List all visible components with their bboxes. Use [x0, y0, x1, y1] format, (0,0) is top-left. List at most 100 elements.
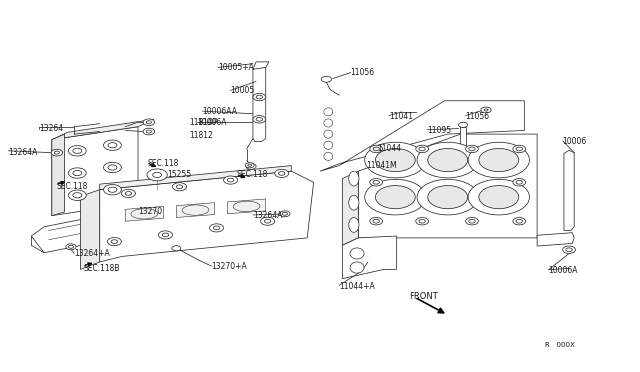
Text: 13264: 13264	[39, 124, 63, 133]
Polygon shape	[253, 65, 266, 141]
Circle shape	[275, 169, 289, 177]
Circle shape	[172, 246, 180, 251]
Circle shape	[468, 142, 529, 178]
Circle shape	[73, 148, 82, 153]
Text: 13264A: 13264A	[253, 211, 282, 220]
Polygon shape	[537, 233, 574, 246]
Circle shape	[280, 211, 290, 217]
Polygon shape	[125, 206, 164, 221]
Text: 10006: 10006	[563, 137, 587, 146]
Circle shape	[373, 147, 380, 151]
Polygon shape	[52, 127, 138, 216]
Circle shape	[68, 190, 86, 201]
Circle shape	[209, 224, 223, 232]
Circle shape	[104, 162, 122, 173]
Text: 10006A: 10006A	[197, 118, 227, 127]
Circle shape	[370, 218, 383, 225]
Circle shape	[143, 128, 155, 135]
Text: 11044: 11044	[378, 144, 402, 153]
Circle shape	[484, 109, 488, 111]
Circle shape	[125, 192, 132, 195]
Circle shape	[513, 218, 525, 225]
Circle shape	[245, 163, 254, 168]
Ellipse shape	[349, 195, 359, 210]
Polygon shape	[176, 203, 214, 218]
Text: 13264+A: 13264+A	[74, 249, 110, 258]
Circle shape	[223, 176, 237, 184]
Ellipse shape	[182, 205, 209, 215]
Text: R   000X: R 000X	[545, 341, 575, 347]
Ellipse shape	[349, 218, 359, 232]
Polygon shape	[342, 236, 397, 279]
Ellipse shape	[324, 141, 333, 149]
Circle shape	[278, 171, 285, 175]
Circle shape	[419, 147, 426, 151]
Circle shape	[104, 140, 122, 150]
Circle shape	[376, 148, 415, 171]
Circle shape	[516, 219, 522, 223]
Circle shape	[468, 219, 475, 223]
Text: 11056: 11056	[351, 68, 375, 77]
Circle shape	[516, 180, 522, 184]
Circle shape	[51, 149, 63, 156]
Ellipse shape	[324, 130, 333, 138]
Ellipse shape	[324, 152, 333, 160]
Text: 15255: 15255	[167, 170, 191, 179]
Text: 10006AA: 10006AA	[202, 108, 237, 116]
Circle shape	[282, 212, 287, 215]
Ellipse shape	[233, 201, 260, 212]
Text: 11044+A: 11044+A	[339, 282, 375, 291]
Circle shape	[466, 145, 478, 153]
Text: FRONT: FRONT	[410, 292, 438, 301]
Polygon shape	[52, 134, 65, 216]
Circle shape	[479, 186, 519, 209]
Text: 10005: 10005	[230, 86, 255, 95]
Circle shape	[108, 142, 117, 148]
Circle shape	[108, 187, 117, 192]
Text: 13270+A: 13270+A	[211, 262, 247, 271]
Circle shape	[370, 145, 383, 153]
Text: 11041M: 11041M	[366, 161, 397, 170]
Circle shape	[68, 245, 74, 248]
Circle shape	[256, 95, 262, 99]
Text: 13270: 13270	[138, 207, 162, 216]
Ellipse shape	[350, 262, 364, 273]
Circle shape	[468, 147, 475, 151]
Circle shape	[256, 118, 262, 121]
Text: 11056: 11056	[466, 112, 490, 121]
Polygon shape	[461, 127, 466, 154]
Circle shape	[468, 179, 529, 215]
Circle shape	[416, 145, 429, 153]
Circle shape	[563, 246, 575, 253]
Circle shape	[373, 180, 380, 184]
Circle shape	[513, 179, 525, 186]
Ellipse shape	[324, 119, 333, 127]
Ellipse shape	[349, 171, 359, 186]
Circle shape	[227, 178, 234, 182]
Text: SEC.118B: SEC.118B	[84, 264, 120, 273]
Circle shape	[173, 183, 186, 191]
Circle shape	[122, 189, 136, 198]
Polygon shape	[564, 150, 574, 231]
Ellipse shape	[350, 248, 364, 259]
Circle shape	[68, 145, 86, 156]
Circle shape	[253, 93, 266, 101]
Circle shape	[68, 168, 86, 178]
Circle shape	[516, 147, 522, 151]
Circle shape	[147, 169, 168, 181]
Text: 11812: 11812	[189, 131, 213, 141]
Polygon shape	[52, 119, 154, 140]
Text: 10005+A: 10005+A	[218, 63, 253, 72]
Circle shape	[104, 185, 122, 195]
Polygon shape	[81, 190, 100, 269]
Circle shape	[466, 218, 478, 225]
Circle shape	[54, 151, 60, 154]
Circle shape	[73, 193, 82, 198]
Polygon shape	[342, 171, 358, 245]
Circle shape	[253, 116, 266, 123]
Circle shape	[365, 179, 426, 215]
Polygon shape	[358, 134, 537, 238]
Circle shape	[419, 219, 426, 223]
Circle shape	[370, 179, 383, 186]
Circle shape	[143, 119, 155, 126]
